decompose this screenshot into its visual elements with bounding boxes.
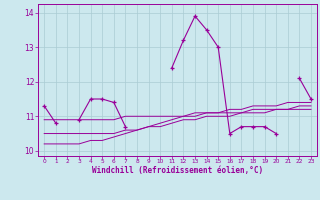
X-axis label: Windchill (Refroidissement éolien,°C): Windchill (Refroidissement éolien,°C) <box>92 166 263 175</box>
